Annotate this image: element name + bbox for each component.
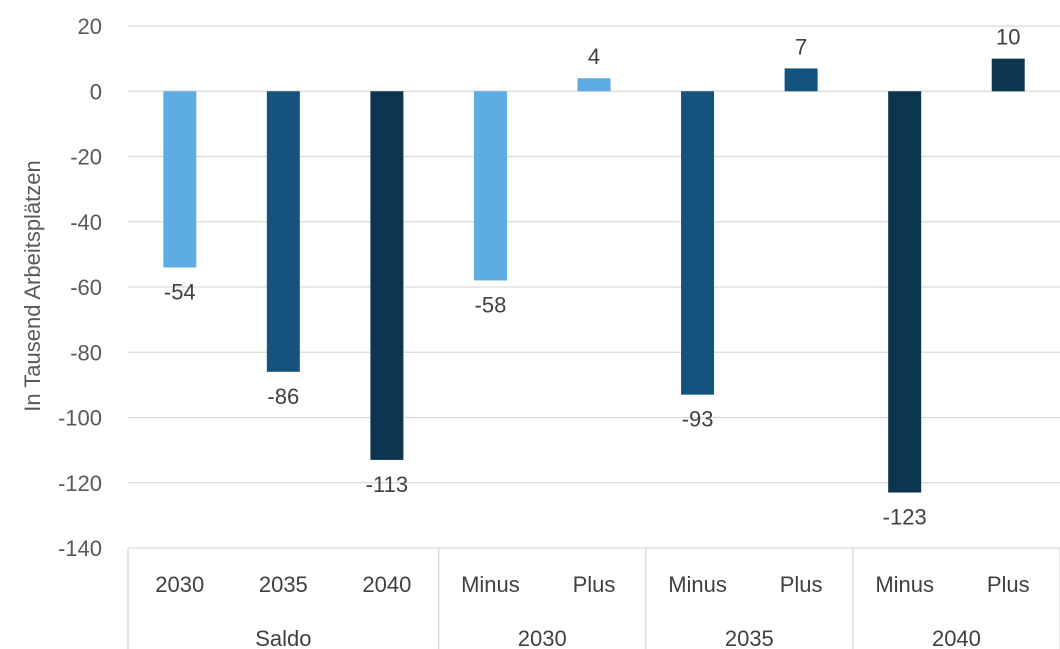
y-tick-label: -60 [70,275,102,300]
category-label: Plus [573,572,616,597]
bar [681,91,715,395]
data-label: 10 [996,25,1020,50]
data-label: -54 [164,279,196,304]
data-label: 4 [588,44,600,69]
data-label: 7 [795,34,807,59]
y-tick-label: -20 [70,145,102,170]
data-label: -123 [883,505,927,530]
x-axis: 2030 2035 2040 Saldo Minus Plus 2030 Minus Plus 2… [127,548,1060,649]
y-tick-label: -100 [58,406,102,431]
category-label: 2040 [362,572,411,597]
y-tick-label: 0 [90,79,102,104]
data-label: -86 [267,384,299,409]
group-label: 2040 [932,626,981,649]
category-label: Plus [987,572,1030,597]
y-tick-label: -80 [70,340,102,365]
data-label: -113 [366,472,408,497]
category-label: Minus [461,572,520,597]
group-label: Saldo [255,626,311,649]
y-tick-label: -40 [70,210,102,235]
category-label: 2035 [259,572,308,597]
y-tick-label: -140 [58,536,102,561]
group-label: 2035 [725,626,774,649]
category-label: 2030 [155,572,204,597]
y-tick-label: 20 [78,14,102,39]
y-axis-ticks: 20 0 -20 -40 -60 -80 -100 -120 -140 [58,14,102,561]
bar [577,78,611,92]
category-label: Minus [668,572,727,597]
bar [266,91,300,372]
bar [784,68,818,92]
data-labels: -54 -86 -113 -58 4 -93 7 -123 10 [164,25,1021,530]
category-label: Minus [875,572,934,597]
y-axis-title: In Tausend Arbeitsplätzen [20,160,45,412]
data-label: -93 [682,407,714,432]
bar [888,91,922,493]
data-label: -58 [475,292,507,317]
category-label: Plus [780,572,823,597]
bar [991,58,1025,92]
group-label: 2030 [518,626,567,649]
bars [163,58,1025,493]
bar [370,91,404,460]
bar [163,91,197,268]
bar [473,91,507,281]
y-tick-label: -120 [58,471,102,496]
